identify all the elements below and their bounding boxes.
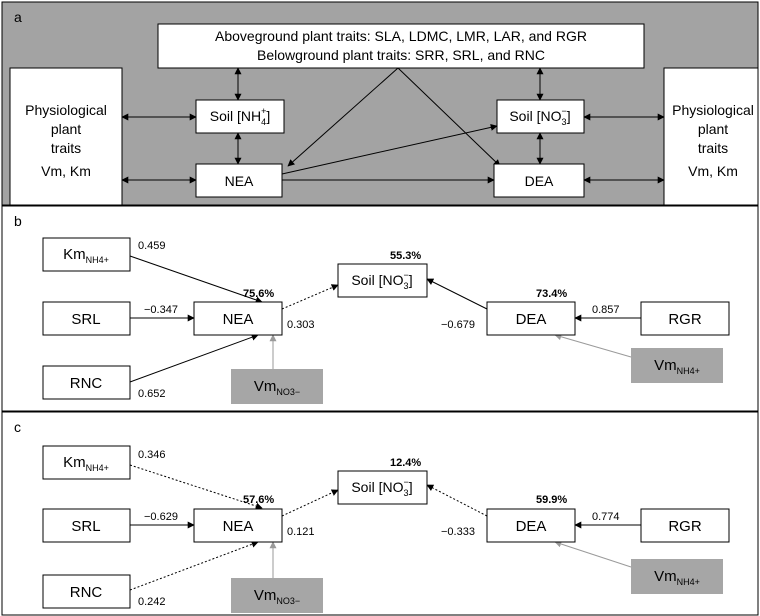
coef-c-rgr: 0.774 xyxy=(592,511,620,523)
coef-c-km: 0.346 xyxy=(138,449,166,461)
rgr-box-c xyxy=(640,508,730,543)
dea-label-c: DEA xyxy=(516,518,547,535)
rnc-box-c xyxy=(42,574,131,609)
soil-no3-label-b: Soil [NO3−] xyxy=(351,270,412,291)
soil-no3-box-a xyxy=(496,99,585,134)
rnc-label-c: RNC xyxy=(70,584,103,601)
km-nh4-box-b xyxy=(42,237,131,272)
r2-b-dea: 73.4% xyxy=(536,288,567,300)
srl-box-b xyxy=(42,301,131,336)
rgr-box-b xyxy=(640,301,730,336)
r2-b-nea: 75.6% xyxy=(243,288,274,300)
physiological-traits-right-box xyxy=(663,67,759,206)
panel-b-arrows xyxy=(129,255,641,383)
nea-box-c xyxy=(193,508,283,543)
vm-no3-box-b xyxy=(231,369,323,404)
physiological-traits-left-box xyxy=(9,67,123,206)
panel-a-arrows xyxy=(121,67,665,184)
aboveground-traits-text: Aboveground plant traits: SLA, LDMC, LMR… xyxy=(215,28,587,44)
rgr-label-c: RGR xyxy=(668,518,702,535)
km-nh4-label-c: KmNH4+ xyxy=(63,454,109,473)
soil-nh4-label: Soil [NH4+] xyxy=(210,106,271,127)
r2-b-soil: 55.3% xyxy=(390,250,421,262)
vm-nh4-box-c xyxy=(631,559,723,594)
vm-nh4-label-c: VmNH4+ xyxy=(654,568,700,587)
vm-no3-box-c xyxy=(231,578,323,613)
panel-a: a xyxy=(1,1,759,206)
plant-traits-box xyxy=(157,23,645,69)
vm-nh4-label-b: VmNH4+ xyxy=(654,357,700,376)
coef-c-nea-soil: 0.121 xyxy=(287,526,315,538)
panel-c-arrows xyxy=(129,464,641,591)
nea-label-c: NEA xyxy=(223,518,254,535)
nea-label-a: NEA xyxy=(225,173,254,189)
arrow-b-vmnh4-dea xyxy=(554,333,632,358)
coef-c-dea-soil: −0.333 xyxy=(441,526,475,538)
arrow-traits-nea xyxy=(287,67,399,167)
panel-a-letter: a xyxy=(14,9,22,25)
phys-right-line4: Vm, Km xyxy=(688,163,738,179)
km-nh4-box-c xyxy=(42,445,131,480)
panel-c: c KmNH4+ SRL RNC NEA Soil [NO3−] DEA xyxy=(1,411,759,616)
phys-right-line3: traits xyxy=(698,140,728,156)
vm-no3-label-c: VmNO3− xyxy=(254,587,300,606)
soil-no3-box-c xyxy=(337,470,428,505)
belowground-traits-text: Belowground plant traits: SRR, SRL, and … xyxy=(257,47,545,63)
coef-c-rnc: 0.242 xyxy=(138,596,166,608)
srl-box-c xyxy=(42,508,131,543)
coef-b-srl: −0.347 xyxy=(144,304,178,316)
arrow-c-vmnh4-dea xyxy=(554,540,632,568)
soil-no3-box-b xyxy=(337,263,428,298)
dea-box-c xyxy=(486,508,576,543)
srl-label-b: SRL xyxy=(71,311,100,328)
arrow-traits-dea xyxy=(397,67,501,167)
arrow-c-rnc-nea xyxy=(129,540,259,591)
coef-b-dea-soil: −0.679 xyxy=(441,319,475,331)
nea-label-b: NEA xyxy=(223,311,254,328)
dea-box-a xyxy=(493,163,585,198)
phys-right-line2: plant xyxy=(698,121,728,137)
coef-b-rgr: 0.857 xyxy=(592,304,620,316)
vm-no3-label-b: VmNO3− xyxy=(254,378,300,397)
soil-no3-label-c: Soil [NO3−] xyxy=(351,477,412,498)
coef-b-rnc: 0.652 xyxy=(138,388,166,400)
r2-c-dea: 59.9% xyxy=(536,494,567,506)
coef-b-nea-soil: 0.303 xyxy=(287,319,315,331)
arrow-b-rnc-nea xyxy=(129,333,259,383)
panel-b: b KmNH4+ SRL RNC NEA Soil [NO3−] DEA xyxy=(1,205,759,412)
phys-left-line3: traits xyxy=(51,140,81,156)
phys-left-line1: Physiological xyxy=(25,102,107,118)
phys-left-line2: plant xyxy=(51,121,81,137)
km-nh4-label-b: KmNH4+ xyxy=(63,246,109,265)
rnc-label-b: RNC xyxy=(70,375,103,392)
nea-box-b xyxy=(193,301,283,336)
phys-right-line1: Physiological xyxy=(672,102,754,118)
panel-c-letter: c xyxy=(14,419,21,435)
dea-label-b: DEA xyxy=(516,311,547,328)
rnc-box-b xyxy=(42,365,131,400)
arrow-b-dea-soil xyxy=(426,278,488,310)
dea-label-a: DEA xyxy=(525,173,554,189)
soil-no3-label-a: Soil [NO3−] xyxy=(509,106,570,127)
coef-c-srl: −0.629 xyxy=(144,511,178,523)
r2-c-nea: 57.6% xyxy=(243,494,274,506)
rgr-label-b: RGR xyxy=(668,311,702,328)
coef-b-km: 0.459 xyxy=(138,240,166,252)
arrow-c-dea-soil xyxy=(426,484,488,517)
arrow-b-km-nea xyxy=(129,255,263,304)
arrow-c-km-nea xyxy=(129,464,263,510)
vm-nh4-box-b xyxy=(631,348,723,383)
srl-label-c: SRL xyxy=(71,518,100,535)
arrow-nea-soil-no3 xyxy=(281,123,498,175)
panel-b-letter: b xyxy=(14,213,22,229)
r2-c-soil: 12.4% xyxy=(390,457,421,469)
dea-box-b xyxy=(486,301,576,336)
phys-left-line4: Vm, Km xyxy=(41,163,91,179)
soil-nh4-box xyxy=(195,99,285,134)
nea-box-a xyxy=(195,163,283,198)
